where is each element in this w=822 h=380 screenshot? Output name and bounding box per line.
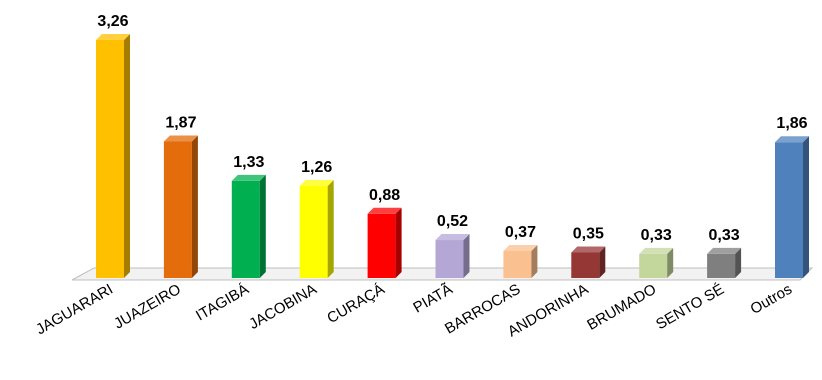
- bar-side: [259, 174, 266, 278]
- bar-front: [639, 253, 668, 278]
- bar-top: [367, 207, 402, 214]
- tick-label: JACOBINA: [246, 281, 319, 333]
- bar-front: [299, 186, 328, 278]
- bar-front: [571, 252, 600, 278]
- bar-front: [96, 40, 124, 278]
- bar-top: [775, 136, 809, 143]
- bar-barrocas: [503, 244, 538, 278]
- bar-top: [163, 135, 198, 142]
- data-label: 1,33: [233, 154, 264, 171]
- bar-side: [531, 244, 538, 278]
- data-label: 1,87: [165, 114, 196, 131]
- data-label: 0,52: [437, 213, 468, 230]
- tick-label: JAGUARARI: [33, 281, 116, 339]
- bar-front: [163, 141, 192, 278]
- data-label: 0,88: [369, 187, 400, 204]
- bar-front: [707, 253, 736, 278]
- bar-itagib-: [231, 174, 266, 278]
- bar-front: [503, 250, 532, 278]
- bar-jaguarari: [96, 34, 130, 278]
- tick-label: Outros: [748, 281, 795, 318]
- bar-andorinha: [571, 246, 606, 278]
- data-label: 0,35: [573, 225, 604, 242]
- bar-side: [803, 136, 809, 278]
- bar-top: [231, 174, 266, 181]
- tick-label: PIATÃ: [410, 281, 455, 317]
- bar-side: [599, 246, 606, 278]
- bar-front: [435, 240, 464, 278]
- bar-jacobina: [299, 180, 334, 278]
- data-label: 0,37: [505, 224, 536, 241]
- bar-side: [327, 180, 334, 278]
- bar-top: [299, 180, 334, 187]
- bar-top: [707, 247, 742, 254]
- value-labels: 3,26 1,87 1,33 1,26 0,88 0,52 0,37 0,35 0,33 0,33…: [97, 13, 807, 244]
- bar-top: [503, 244, 538, 251]
- bar-top: [571, 246, 606, 253]
- bar-side: [395, 207, 402, 278]
- bar-outros: [775, 136, 809, 278]
- bar-side: [667, 247, 674, 278]
- tick-label: JUAZEIRO: [111, 281, 184, 333]
- bar-sento-s-: [707, 247, 742, 278]
- bar-piat-: [435, 234, 470, 278]
- bars: [96, 34, 809, 278]
- data-label: 0,33: [709, 227, 740, 244]
- data-label: 0,33: [641, 227, 672, 244]
- bar-side: [735, 247, 742, 278]
- tick-label: SENTO SÉ: [653, 281, 727, 334]
- tick-label: ITAGIBÁ: [193, 281, 252, 325]
- bar-cura-: [367, 207, 402, 278]
- bar-top: [96, 34, 130, 40]
- bar-top: [639, 247, 674, 254]
- data-label: 3,26: [97, 13, 128, 30]
- bar-side: [463, 234, 470, 278]
- bar-front: [367, 213, 396, 278]
- bar-front: [231, 180, 260, 278]
- bar-brumado: [639, 247, 674, 278]
- bar-top: [435, 234, 470, 241]
- tick-label: BRUMADO: [584, 281, 659, 334]
- bar-side: [191, 135, 198, 278]
- data-label: 1,86: [776, 115, 807, 132]
- bar-front: [775, 142, 803, 278]
- bar-juazeiro: [163, 135, 198, 278]
- tick-label: CURAÇÁ: [324, 281, 387, 327]
- data-label: 1,26: [301, 159, 332, 176]
- bar-side: [124, 34, 130, 278]
